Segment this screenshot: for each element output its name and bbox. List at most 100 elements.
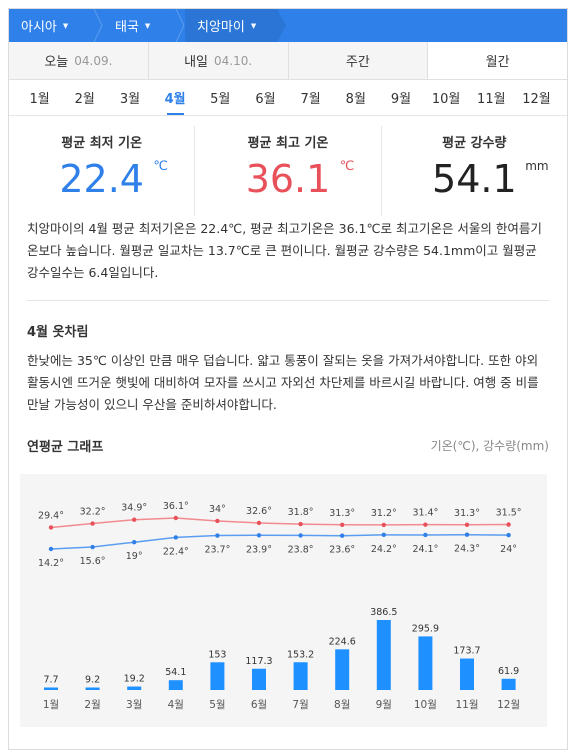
divider: [27, 300, 549, 301]
caret-down-icon: ▼: [62, 21, 69, 30]
rainfall-bar: [85, 687, 100, 690]
max-temp-point: [506, 522, 511, 527]
rainfall-bar: [252, 668, 266, 690]
max-temp-point: [48, 525, 54, 530]
max-temp-point: [173, 515, 178, 521]
min-temp-label: 22.4°: [163, 546, 189, 557]
max-temp-label: 34.9°: [121, 503, 147, 514]
min-temp-point: [90, 544, 95, 550]
x-tick-label: 3월: [126, 699, 142, 711]
annual-chart: 29.4° 32.2° 34.9° 36.1° 34° 32.6° 31.8° 31.3° 31…: [20, 474, 547, 727]
month-tab[interactable]: 7월: [300, 92, 321, 107]
month-tab[interactable]: 2월: [74, 92, 95, 107]
breadcrumb-country[interactable]: 태국 ▼: [103, 9, 175, 42]
stat-rainfall: 평균 강수량 54.1 mm: [382, 126, 567, 216]
month-tab[interactable]: 3월: [119, 92, 141, 107]
max-temp-point: [256, 520, 262, 526]
rainfall-bar: [210, 662, 225, 690]
breadcrumb-city[interactable]: 치앙마이 ▼: [185, 9, 277, 42]
chevron-right-icon: [93, 9, 103, 42]
tab-monthly[interactable]: 월간: [428, 42, 567, 79]
stat-title: 평균 강수량: [442, 136, 507, 151]
max-temp-point: [215, 518, 220, 524]
caret-down-icon: ▼: [250, 21, 257, 30]
max-temp-point: [298, 521, 303, 527]
tab-label: 주간: [345, 55, 370, 70]
month-tab[interactable]: 5월: [210, 92, 231, 107]
stat-value: 22.4 ℃: [59, 157, 168, 201]
max-temp-point: [90, 521, 95, 526]
max-temp-label: 31.3°: [454, 508, 480, 519]
graph-header: 연평균 그래프 기온(℃), 강수량(mm): [9, 436, 567, 455]
min-temp-label: 24.2°: [371, 544, 397, 555]
x-tick-label: 11월: [455, 699, 478, 711]
rainfall-bar: [460, 658, 474, 690]
x-tick-label: 6월: [251, 699, 267, 711]
x-tick-label: 7월: [292, 699, 308, 711]
month-tab-active[interactable]: 4월: [153, 80, 198, 115]
min-temp-line: [50, 533, 509, 550]
tab-today[interactable]: 오늘 04.09.: [9, 42, 149, 79]
rainfall-label: 295.9: [412, 623, 439, 634]
max-temp-label: 29.4°: [38, 510, 64, 521]
month-tab[interactable]: 1월: [29, 92, 50, 107]
month-tab[interactable]: 11월: [477, 92, 506, 107]
month-tab[interactable]: 6월: [255, 92, 276, 107]
month-tab[interactable]: 10월: [431, 92, 461, 107]
chevron-right-icon: [175, 9, 185, 42]
min-temp-point: [506, 532, 511, 538]
rainfall-label: 61.9: [498, 666, 519, 677]
tab-date: 04.09.: [74, 53, 113, 68]
stat-title: 평균 최고 기온: [247, 136, 329, 151]
breadcrumb: 아시아 ▼ 태국 ▼ 치앙마이 ▼: [9, 9, 567, 42]
stat-unit: ℃: [339, 159, 355, 174]
max-temp-label: 31.2°: [371, 508, 397, 519]
max-temp-label: 32.2°: [80, 507, 106, 518]
min-temp-point: [340, 533, 345, 538]
rainfall-label: 224.6: [329, 636, 356, 647]
min-temp-label: 24°: [500, 544, 517, 555]
tab-weekly[interactable]: 주간: [289, 42, 429, 79]
stat-max-temp: 평균 최고 기온 36.1 ℃: [195, 126, 382, 216]
stats-summary: 평균 최저 기온 22.4 ℃ 평균 최고 기온 36.1 ℃ 평균 강수량 54.…: [9, 126, 567, 216]
max-temp-label: 34°: [209, 504, 226, 515]
clothing-text: 한낮에는 35℃ 이상인 만큼 매우 덥습니다. 얇고 통풍이 잘되는 옷을 가…: [27, 353, 539, 412]
month-tab[interactable]: 8월: [345, 92, 366, 107]
min-temp-label: 19°: [126, 551, 143, 562]
annual-chart-svg: 29.4° 32.2° 34.9° 36.1° 34° 32.6° 31.8° 31.3° 31…: [38, 501, 522, 711]
max-temp-point: [132, 517, 137, 522]
tab-tomorrow[interactable]: 내일 04.10.: [149, 42, 289, 79]
month-tab[interactable]: 12월: [522, 92, 551, 107]
min-temp-point: [464, 532, 470, 537]
max-temp-label: 32.6°: [246, 506, 272, 517]
min-temp-point: [132, 540, 137, 545]
month-tab[interactable]: 9월: [390, 92, 412, 107]
min-temp-label: 24.3°: [454, 544, 480, 555]
breadcrumb-region[interactable]: 아시아 ▼: [9, 9, 93, 42]
stat-unit: mm: [525, 159, 549, 173]
x-tick-label: 10월: [414, 699, 437, 711]
min-temp-point: [423, 532, 428, 538]
caret-down-icon: ▼: [144, 21, 151, 30]
rainfall-label: 7.7: [43, 675, 58, 686]
rainfall-label: 19.2: [124, 674, 145, 685]
x-tick-label: 12월: [497, 699, 520, 711]
breadcrumb-label: 아시아: [21, 20, 57, 35]
min-temp-point: [173, 535, 178, 540]
max-temp-line: [50, 517, 509, 529]
max-temp-label: 31.4°: [412, 508, 438, 519]
tab-label: 오늘: [44, 55, 69, 70]
breadcrumb-label: 태국: [115, 20, 139, 35]
min-temp-point: [381, 532, 386, 538]
rainfall-bar: [418, 636, 433, 690]
day-tabs: 오늘 04.09. 내일 04.10. 주간 월간: [9, 42, 567, 80]
min-temp-label: 24.1°: [412, 544, 438, 555]
stat-min-temp: 평균 최저 기온 22.4 ℃: [9, 126, 196, 216]
rainfall-bar: [293, 662, 308, 690]
chevron-right-icon: [277, 9, 286, 42]
stat-title: 평균 최저 기온: [61, 136, 143, 151]
stat-value: 36.1 ℃: [245, 157, 355, 201]
tab-label: 내일: [184, 55, 208, 70]
max-temp-label: 31.8°: [288, 507, 314, 518]
graph-units: 기온(℃), 강수량(mm): [430, 439, 549, 453]
